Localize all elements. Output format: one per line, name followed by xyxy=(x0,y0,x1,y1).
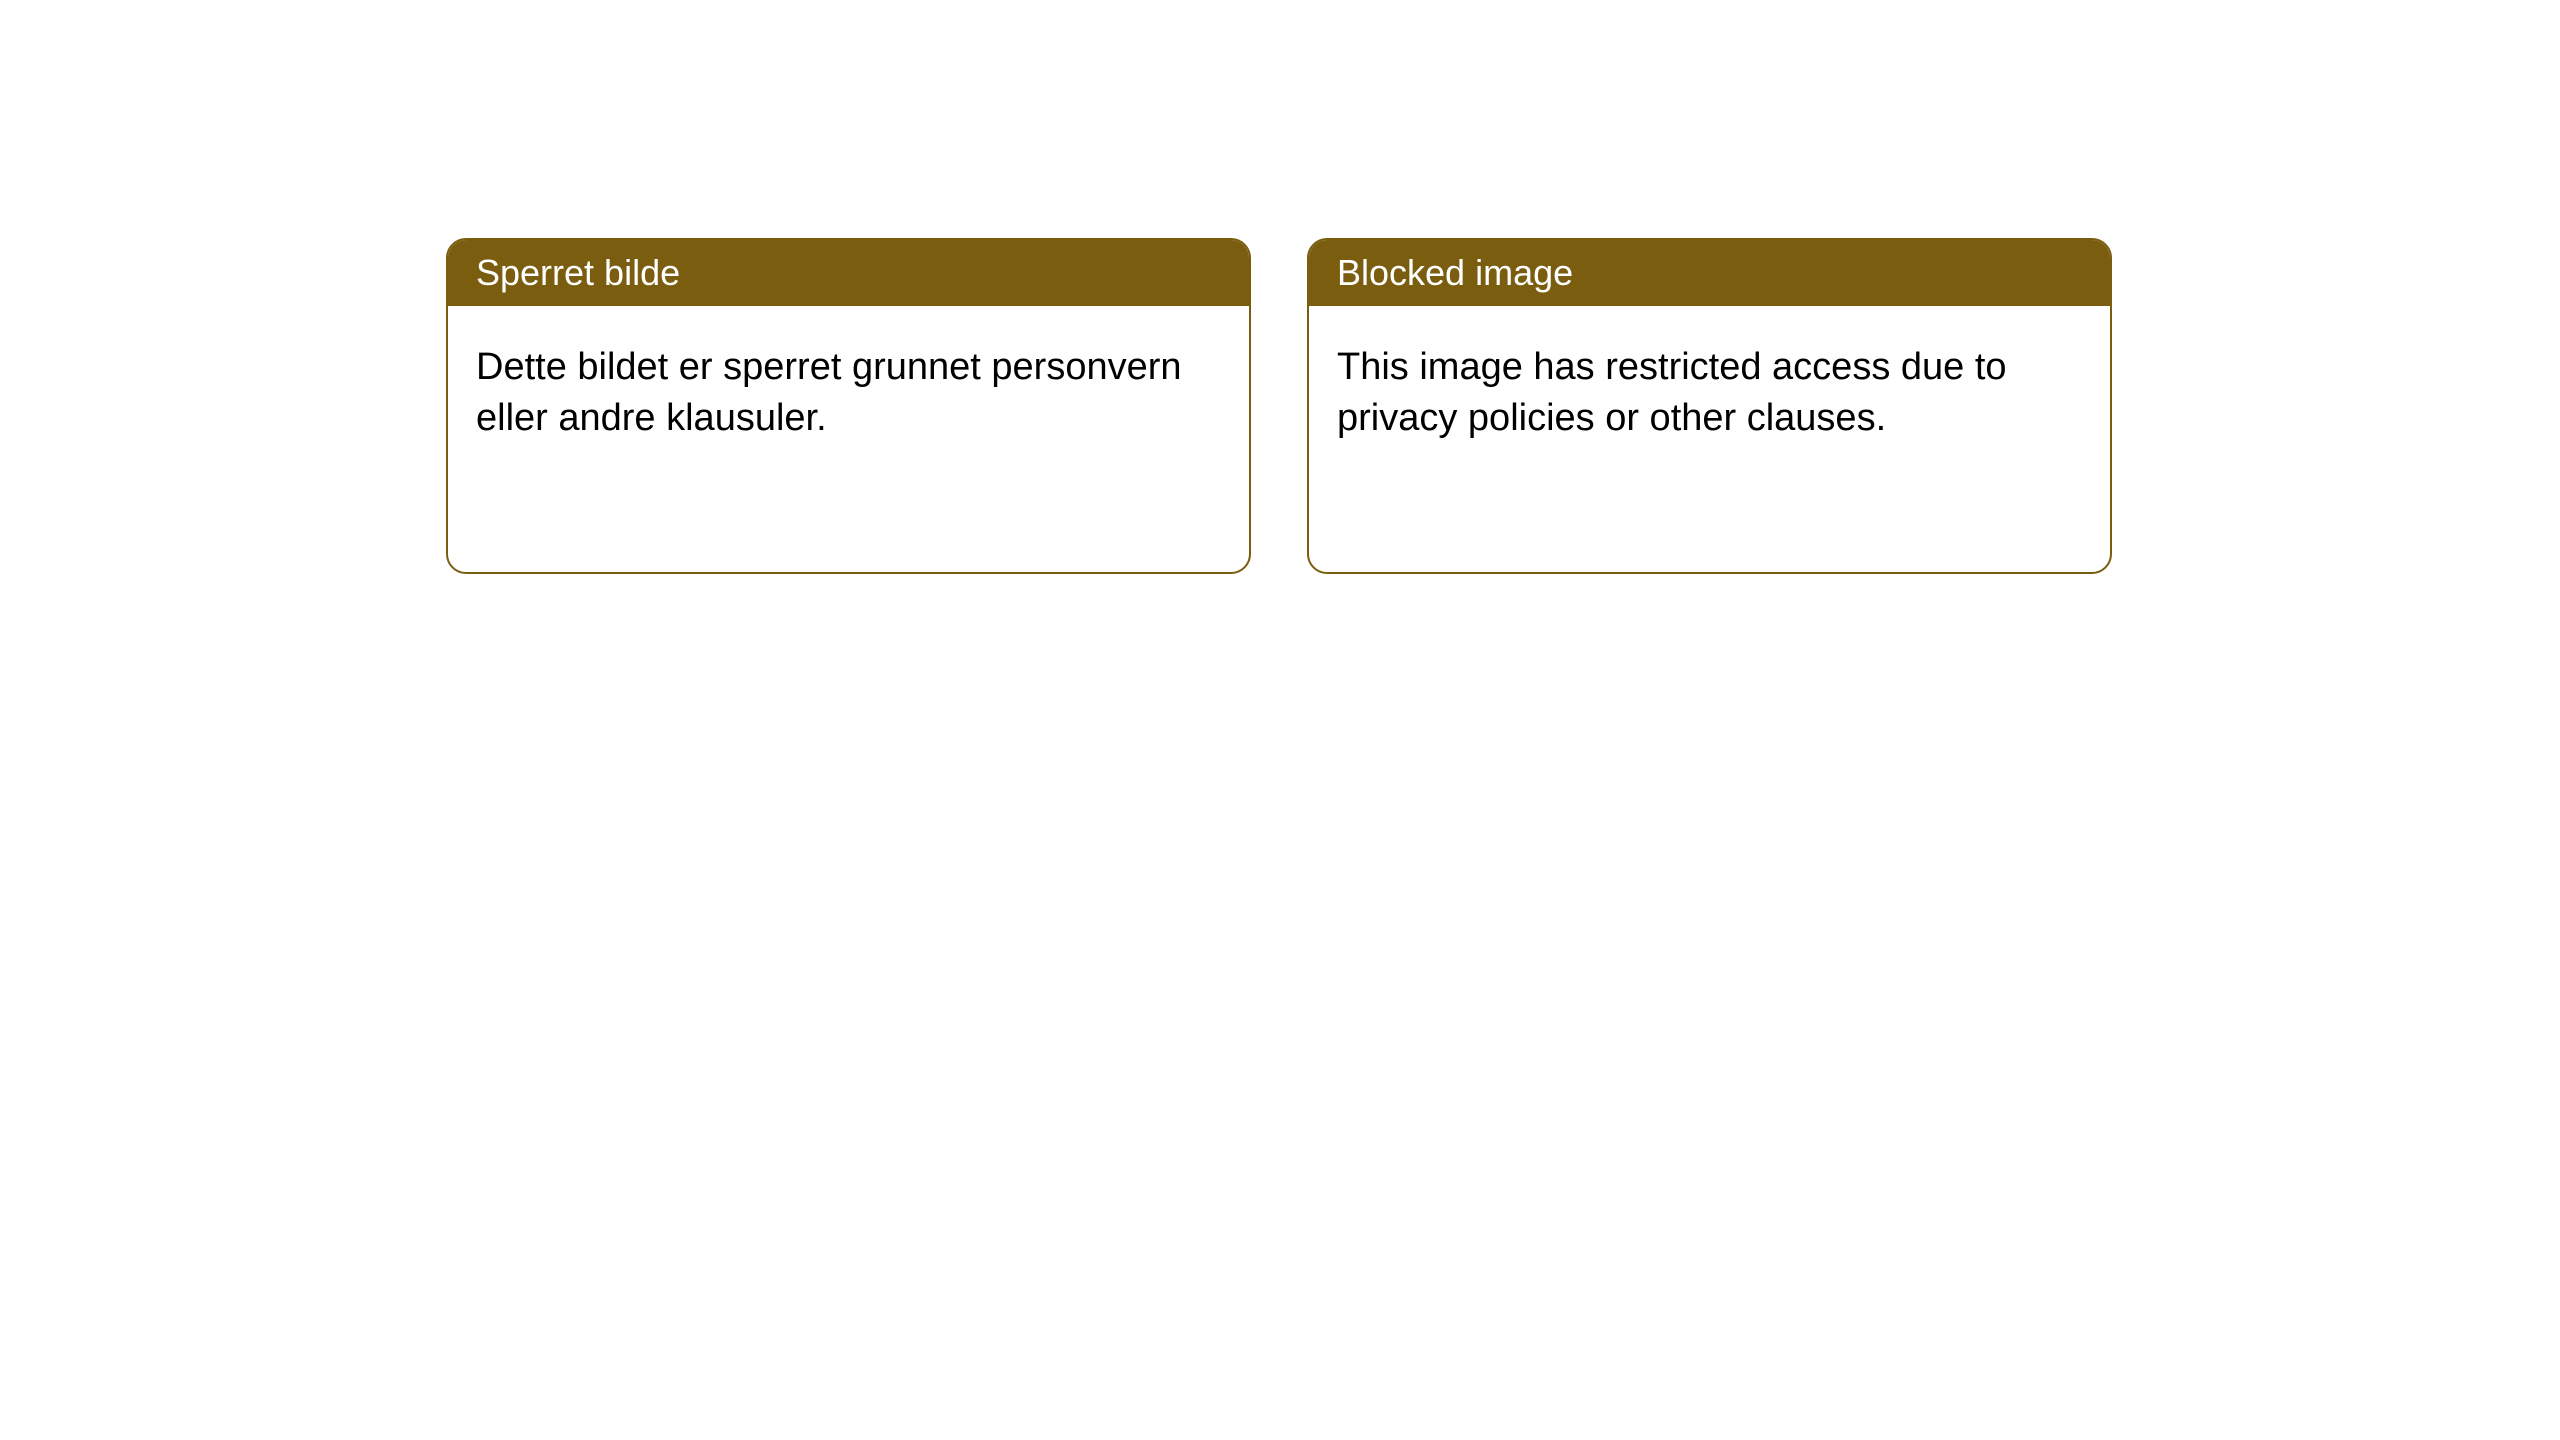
notice-card-english: Blocked image This image has restricted … xyxy=(1307,238,2112,574)
card-text: This image has restricted access due to … xyxy=(1337,346,2007,439)
card-header: Blocked image xyxy=(1309,240,2110,306)
card-title: Sperret bilde xyxy=(476,252,680,293)
card-title: Blocked image xyxy=(1337,252,1573,293)
notice-card-norwegian: Sperret bilde Dette bildet er sperret gr… xyxy=(446,238,1251,574)
card-header: Sperret bilde xyxy=(448,240,1249,306)
notice-container: Sperret bilde Dette bildet er sperret gr… xyxy=(0,0,2560,574)
card-body: This image has restricted access due to … xyxy=(1309,306,2110,481)
card-text: Dette bildet er sperret grunnet personve… xyxy=(476,346,1182,439)
card-body: Dette bildet er sperret grunnet personve… xyxy=(448,306,1249,481)
